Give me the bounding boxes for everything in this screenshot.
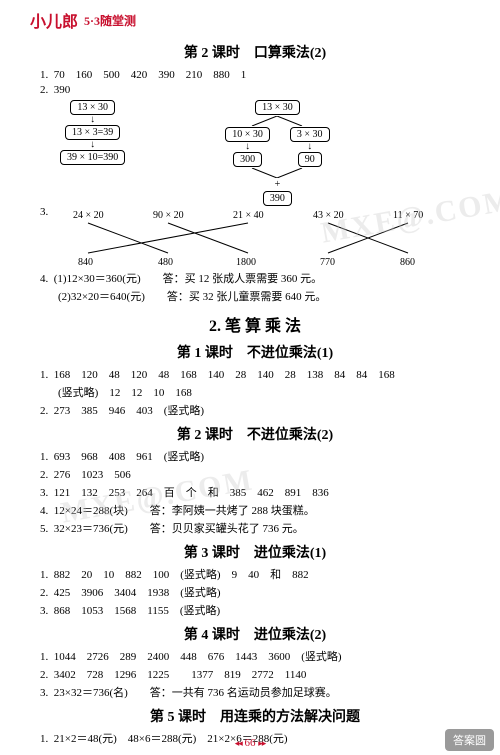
answer-line: 2. 3402 728 1296 1225 1377 819 2772 1140 <box>40 666 470 682</box>
flow-box: 39 × 10=390 <box>60 150 125 165</box>
answer-line: (竖式略) 12 12 10 168 <box>40 384 470 400</box>
flowchart-left: 13 × 30 ↓ 13 × 3=39 ↓ 39 × 10=390 <box>60 100 125 206</box>
page-footer: ◂◂ 66 ▸▸ <box>0 737 500 749</box>
svg-text:24 × 20: 24 × 20 <box>73 210 104 221</box>
join-lines-icon <box>237 168 317 178</box>
answer-line: 3. 868 1053 1568 1155 (竖式略) <box>40 602 470 618</box>
q3-row: 3. 24 × 20 90 × 20 21 × 40 43 × 20 11 × … <box>40 206 470 268</box>
arrow-down-icon: ↓ <box>90 116 95 124</box>
svg-text:770: 770 <box>320 257 335 268</box>
answer-line: 2. 425 3906 3404 1938 (竖式略) <box>40 584 470 600</box>
answer-line: 1. 168 120 48 120 48 168 140 28 140 28 1… <box>40 366 470 382</box>
corner-badge: 答案圆 <box>445 729 494 751</box>
lesson-title: 第 2 课时 口算乘法(2) <box>40 42 470 62</box>
svg-text:21 × 40: 21 × 40 <box>233 210 264 221</box>
flow-split: 10 × 30 ↓ 300 3 × 30 ↓ 90 <box>225 127 329 167</box>
page-content: 第 2 课时 口算乘法(2) 1. 70 160 500 420 390 210… <box>0 42 500 746</box>
lesson-title: 第 3 课时 进位乘法(1) <box>40 542 470 562</box>
answer-line: 1. 70 160 500 420 390 210 880 1 <box>40 66 470 82</box>
svg-text:43 × 20: 43 × 20 <box>313 210 344 221</box>
triangle-left-icon: ◂◂ <box>235 738 242 748</box>
answer-line: 1. 1044 2726 289 2400 448 676 1443 3600 … <box>40 648 470 664</box>
answer-line: 4. (1)12×30＝360(元) 答：买 12 张成人票需要 360 元。 <box>40 270 470 286</box>
answer-line: 3. 121 132 253 264 百 个 和 385 462 891 836 <box>40 484 470 500</box>
svg-text:860: 860 <box>400 257 415 268</box>
triangle-right-icon: ▸▸ <box>258 738 265 748</box>
flowchart-row: 13 × 30 ↓ 13 × 3=39 ↓ 39 × 10=390 13 × 3… <box>40 100 470 206</box>
page-number: 66 <box>245 737 256 749</box>
lesson-title: 第 5 课时 用连乘的方法解决问题 <box>40 706 470 726</box>
arrow-down-icon: ↓ <box>90 141 95 149</box>
svg-text:90 × 20: 90 × 20 <box>153 210 184 221</box>
answer-line: 1. 693 968 408 961 (竖式略) <box>40 448 470 464</box>
answer-line: (2)32×20＝640(元) 答：买 32 张儿童票需要 640 元。 <box>40 288 470 304</box>
arrow-down-icon: ↓ <box>245 143 250 151</box>
flow-box: 13 × 30 <box>255 100 300 115</box>
flow-box: 10 × 30 <box>225 127 270 142</box>
flow-box: 13 × 30 <box>70 100 115 115</box>
flow-box: 13 × 3=39 <box>65 125 120 140</box>
lesson-title: 第 1 课时 不进位乘法(1) <box>40 342 470 362</box>
answer-line: 5. 32×23＝736(元) 答：贝贝家买罐头花了 736 元。 <box>40 520 470 536</box>
plus-label: + <box>275 179 281 190</box>
q-label: 3. <box>40 206 58 218</box>
svg-text:480: 480 <box>158 257 173 268</box>
lesson-title: 第 2 课时 不进位乘法(2) <box>40 424 470 444</box>
flow-box: 3 × 30 <box>290 127 330 142</box>
svg-text:840: 840 <box>78 257 93 268</box>
arrow-down-icon: ↓ <box>307 143 312 151</box>
cross-match-diagram: 24 × 20 90 × 20 21 × 40 43 × 20 11 × 70 … <box>58 208 458 268</box>
flow-box: 300 <box>233 152 262 167</box>
lesson-title: 第 4 课时 进位乘法(2) <box>40 624 470 644</box>
split-lines-icon <box>237 116 317 126</box>
page-header: 小儿郎 5·3随堂测 <box>0 0 500 36</box>
answer-line: 3. 23×32＝736(名) 答：一共有 736 名运动员参加足球赛。 <box>40 684 470 700</box>
answer-line: 4. 12×24＝288(块) 答：李阿姨一共烤了 288 块蛋糕。 <box>40 502 470 518</box>
flow-box: 90 <box>298 152 322 167</box>
svg-text:11 × 70: 11 × 70 <box>393 210 423 221</box>
flow-box: 390 <box>263 191 292 206</box>
flowchart-right: 13 × 30 10 × 30 ↓ 300 3 × 30 ↓ 90 + 390 <box>225 100 329 206</box>
answer-line: 2. 390 <box>40 84 470 96</box>
answer-line: 2. 273 385 946 403 (竖式略) <box>40 402 470 418</box>
answer-line: 1. 882 20 10 882 100 (竖式略) 9 40 和 882 <box>40 566 470 582</box>
answer-line: 2. 276 1023 506 <box>40 466 470 482</box>
brand-logo: 小儿郎 <box>30 8 78 32</box>
section-title: 2. 笔 算 乘 法 <box>40 312 470 336</box>
svg-text:1800: 1800 <box>236 257 256 268</box>
brand-sub: 5·3随堂测 <box>84 12 136 29</box>
